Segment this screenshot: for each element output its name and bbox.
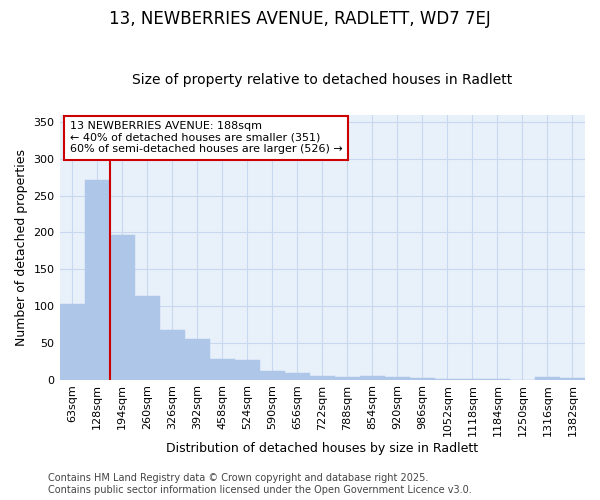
Bar bbox=[160, 330, 185, 380]
Bar bbox=[85, 180, 110, 380]
Bar bbox=[435, 379, 460, 380]
Bar bbox=[335, 378, 360, 380]
X-axis label: Distribution of detached houses by size in Radlett: Distribution of detached houses by size … bbox=[166, 442, 478, 455]
Text: 13 NEWBERRIES AVENUE: 188sqm
← 40% of detached houses are smaller (351)
60% of s: 13 NEWBERRIES AVENUE: 188sqm ← 40% of de… bbox=[70, 121, 343, 154]
Bar bbox=[209, 359, 235, 380]
Bar bbox=[385, 378, 410, 380]
Bar bbox=[460, 379, 485, 380]
Bar bbox=[360, 376, 385, 380]
Bar bbox=[285, 373, 310, 380]
Bar bbox=[134, 296, 160, 380]
Bar bbox=[560, 378, 585, 380]
Bar bbox=[535, 378, 560, 380]
Text: Contains HM Land Registry data © Crown copyright and database right 2025.
Contai: Contains HM Land Registry data © Crown c… bbox=[48, 474, 472, 495]
Bar bbox=[260, 372, 285, 380]
Text: 13, NEWBERRIES AVENUE, RADLETT, WD7 7EJ: 13, NEWBERRIES AVENUE, RADLETT, WD7 7EJ bbox=[109, 10, 491, 28]
Bar bbox=[310, 376, 335, 380]
Bar bbox=[59, 304, 85, 380]
Title: Size of property relative to detached houses in Radlett: Size of property relative to detached ho… bbox=[132, 73, 512, 87]
Bar bbox=[110, 234, 134, 380]
Bar bbox=[485, 379, 510, 380]
Bar bbox=[185, 339, 209, 380]
Y-axis label: Number of detached properties: Number of detached properties bbox=[15, 148, 28, 346]
Bar bbox=[235, 360, 260, 380]
Bar bbox=[410, 378, 435, 380]
